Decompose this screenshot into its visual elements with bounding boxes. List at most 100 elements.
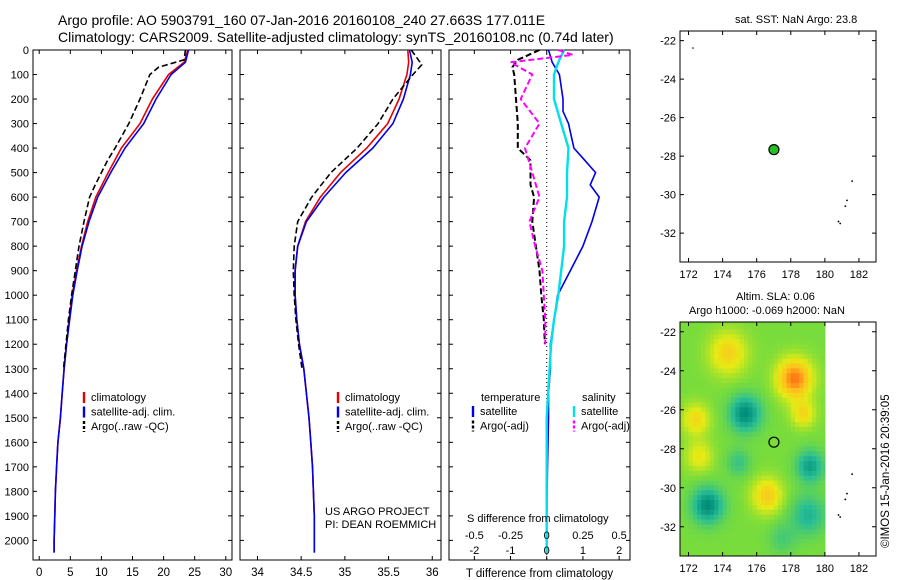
sla-cell <box>799 509 805 515</box>
sla-cell <box>701 411 707 418</box>
sla-cell <box>760 323 766 330</box>
sla-cell <box>697 382 702 388</box>
depth-tick-label: 1900 <box>5 511 29 523</box>
sla-lat-tick-label: -26 <box>660 405 676 417</box>
sla-cell <box>782 348 788 354</box>
sla-cell <box>799 421 805 427</box>
sla-cell <box>697 528 702 535</box>
sla-cell <box>688 548 694 554</box>
sla-cell <box>731 538 736 544</box>
sla-cell <box>709 322 715 325</box>
sla-cell <box>769 416 775 423</box>
sla-cell <box>705 514 711 520</box>
sla-cell <box>765 392 771 398</box>
sla-cell <box>812 523 817 530</box>
sla-cell <box>743 523 749 530</box>
sla-cell <box>812 543 817 549</box>
sla-cell <box>692 455 698 462</box>
sla-cell <box>722 509 728 515</box>
sla-cell <box>709 426 715 432</box>
sla-cell <box>773 484 779 491</box>
temp-argo-line <box>62 49 187 369</box>
sla-cell <box>701 514 707 520</box>
sla-cell <box>778 392 783 398</box>
sla-cell <box>812 504 817 510</box>
sla-cell <box>684 440 690 447</box>
sla-cell <box>799 367 805 374</box>
sla-cell <box>807 348 813 354</box>
sla-cell <box>726 367 732 374</box>
sla-cell <box>722 528 728 535</box>
sla-cell <box>760 465 766 471</box>
sla-cell <box>812 416 817 423</box>
sla-cell <box>820 421 826 427</box>
sla-argo-location-marker <box>768 436 780 448</box>
sla-cell <box>735 494 741 501</box>
sla-cell <box>743 518 749 525</box>
sla-cell <box>752 406 758 413</box>
sla-cell <box>795 533 800 540</box>
sla-cell <box>816 489 822 496</box>
sla-cell <box>807 494 813 501</box>
sla-cell <box>718 382 724 388</box>
sla-cell <box>735 353 741 359</box>
sla-cell <box>692 479 698 486</box>
sla-cell <box>760 543 766 549</box>
sla-cell <box>697 440 702 447</box>
sla-cell <box>743 382 749 388</box>
sla-cell <box>684 358 690 364</box>
sla-cell <box>714 358 719 364</box>
sla-cell <box>714 553 719 556</box>
sdiff-tick-label: 0 <box>544 530 550 542</box>
sla-cell <box>795 445 800 452</box>
salinity-tick-label: 36 <box>426 567 439 579</box>
sla-cell <box>765 494 771 501</box>
sla-cell <box>816 387 822 393</box>
sla-cell <box>790 401 796 408</box>
sla-cell <box>726 436 732 442</box>
sla-cell <box>718 362 724 369</box>
sla-cell <box>726 455 732 462</box>
sla-cell <box>705 392 711 398</box>
sla-cell <box>803 450 809 457</box>
island-dot <box>846 492 848 495</box>
sla-cell <box>812 426 817 432</box>
sla-cell <box>739 475 745 481</box>
sla-cell <box>705 323 711 330</box>
sla-cell <box>786 450 792 457</box>
sla-cell <box>799 372 805 379</box>
sla-cell <box>812 328 817 335</box>
sla-cell <box>752 484 758 491</box>
sla-cell <box>760 338 766 345</box>
sla-cell <box>718 367 724 374</box>
sla-cell <box>799 358 805 364</box>
sla-cell <box>680 455 685 462</box>
sla-cell <box>680 338 685 345</box>
sla-cell <box>722 416 728 423</box>
sla-cell <box>807 543 813 549</box>
sla-cell <box>790 421 796 427</box>
sla-cell <box>743 421 749 427</box>
sla-cell <box>812 450 817 457</box>
sla-cell <box>709 440 715 447</box>
sla-cell <box>735 322 741 325</box>
sla-cell <box>795 509 800 515</box>
sla-cell <box>680 489 685 496</box>
sla-cell <box>714 431 719 437</box>
tdiff-tick-label: 0 <box>544 545 550 557</box>
sla-cell <box>756 377 762 384</box>
sla-cell <box>722 543 728 549</box>
sla-cell <box>765 348 771 354</box>
sla-cell <box>778 450 783 457</box>
sla-cell <box>697 514 702 520</box>
sla-cell <box>816 499 822 505</box>
sla-cell <box>709 548 715 554</box>
sla-cell <box>739 323 745 330</box>
sla-cell <box>782 538 788 544</box>
sla-cell <box>739 440 745 447</box>
sla-cell <box>688 499 694 505</box>
sla-cell <box>760 533 766 540</box>
sla-cell <box>731 450 736 457</box>
sla-cell <box>820 392 826 398</box>
sla-cell <box>756 533 762 540</box>
